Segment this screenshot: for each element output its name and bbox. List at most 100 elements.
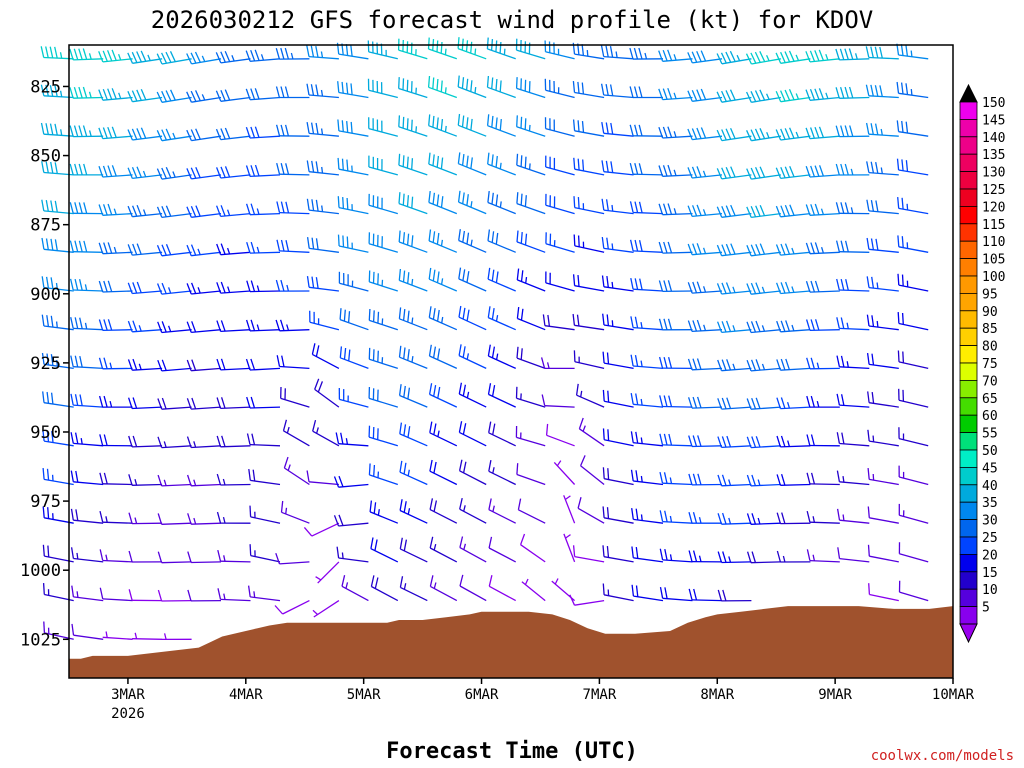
wind-barb	[338, 271, 369, 292]
wind-barb	[157, 321, 192, 334]
wind-barb	[306, 237, 339, 253]
wind-barb	[459, 574, 487, 602]
wind-barb	[601, 275, 634, 292]
wind-barb	[69, 125, 104, 138]
colorbar-swatch	[959, 240, 978, 259]
wind-barb	[399, 576, 428, 602]
wind-barb	[132, 632, 163, 640]
colorbar-label: 50	[982, 444, 998, 459]
wind-barb	[368, 193, 398, 215]
wind-barb	[835, 163, 870, 176]
wind-barb	[716, 204, 752, 218]
wind-barb	[486, 114, 516, 137]
wind-barbs	[40, 37, 929, 641]
wind-barb	[99, 549, 133, 563]
wind-barb	[602, 467, 634, 486]
wind-barb	[687, 88, 723, 102]
wind-barb	[337, 157, 369, 176]
wind-barb	[128, 435, 163, 448]
wind-barb	[573, 234, 605, 253]
wind-barb	[516, 115, 546, 137]
wind-barb	[544, 78, 575, 99]
wind-barb	[246, 241, 281, 254]
wind-barb	[303, 522, 340, 537]
colorbar-swatch	[959, 536, 978, 555]
wind-barb	[805, 126, 840, 140]
wind-barb	[658, 126, 693, 139]
wind-barb	[687, 358, 723, 371]
wind-barb	[716, 127, 752, 142]
colorbar-label: 145	[982, 113, 1005, 128]
wind-barb	[716, 89, 752, 103]
wind-barb	[519, 533, 546, 563]
colorbar-label: 130	[982, 166, 1005, 181]
wind-barb	[216, 435, 251, 448]
wind-barb	[157, 513, 192, 525]
wind-barb	[368, 155, 398, 176]
wind-barb	[459, 536, 487, 563]
wind-barb	[368, 386, 398, 408]
wind-barb	[399, 422, 428, 447]
x-tick-label: 8MAR	[700, 687, 734, 703]
wind-barb	[805, 319, 840, 332]
wind-barb	[156, 243, 192, 257]
wind-barb	[806, 395, 840, 408]
x-tick-label: 10MAR	[932, 687, 975, 703]
wind-barb	[186, 244, 222, 257]
wind-barb	[746, 204, 781, 219]
wind-barb	[746, 166, 781, 180]
wind-barb	[746, 513, 781, 525]
wind-barb	[836, 317, 870, 331]
wind-barb	[429, 575, 458, 602]
colorbar-label: 45	[982, 461, 998, 476]
wind-barb	[487, 229, 516, 253]
wind-barb	[70, 393, 104, 408]
wind-barb	[896, 120, 929, 137]
wind-barb	[602, 428, 634, 447]
x-tick-label: 9MAR	[818, 687, 852, 703]
wind-barb	[368, 270, 398, 292]
colorbar-swatch	[959, 153, 978, 172]
colorbar-swatch	[959, 432, 978, 451]
wind-barb	[545, 155, 575, 176]
wind-barb	[866, 237, 899, 253]
colorbar-swatch	[959, 292, 978, 312]
colorbar-label: 70	[982, 374, 998, 389]
x-tick-label: 5MAR	[347, 687, 381, 703]
wind-barb	[746, 474, 781, 487]
y-axis: 825 850 875 900 925 950 975 1000 1025	[20, 77, 69, 650]
wind-barb	[659, 586, 693, 602]
plot-area	[69, 45, 953, 678]
terrain-fill	[69, 606, 953, 678]
wind-barb	[398, 268, 428, 292]
wind-barb	[516, 307, 546, 331]
wind-barb	[658, 280, 693, 293]
wind-barb	[98, 242, 133, 255]
wind-barb	[215, 166, 251, 179]
wind-barb	[458, 382, 487, 408]
wind-barb	[775, 89, 811, 103]
wind-barb	[127, 281, 163, 295]
wind-barb	[275, 124, 310, 137]
wind-barb	[336, 546, 369, 563]
wind-barb	[746, 89, 782, 103]
wind-barb	[553, 460, 576, 485]
x-axis-label: Forecast Time (UTC)	[386, 739, 638, 764]
wind-barb	[428, 383, 458, 408]
colorbar-swatch	[959, 466, 978, 486]
wind-barb	[898, 388, 929, 408]
wind-barb	[314, 378, 340, 408]
wind-barb	[99, 587, 133, 602]
wind-barb	[867, 506, 899, 524]
wind-barb	[687, 319, 723, 333]
wind-barb	[246, 396, 281, 409]
colorbar-label: 75	[982, 357, 998, 372]
wind-barb	[127, 166, 163, 180]
wind-barb	[631, 508, 664, 524]
wind-barb	[717, 551, 752, 564]
wind-barb	[602, 583, 634, 602]
wind-barb	[717, 359, 752, 372]
wind-barb	[306, 121, 339, 137]
colorbar-swatch	[959, 397, 978, 416]
